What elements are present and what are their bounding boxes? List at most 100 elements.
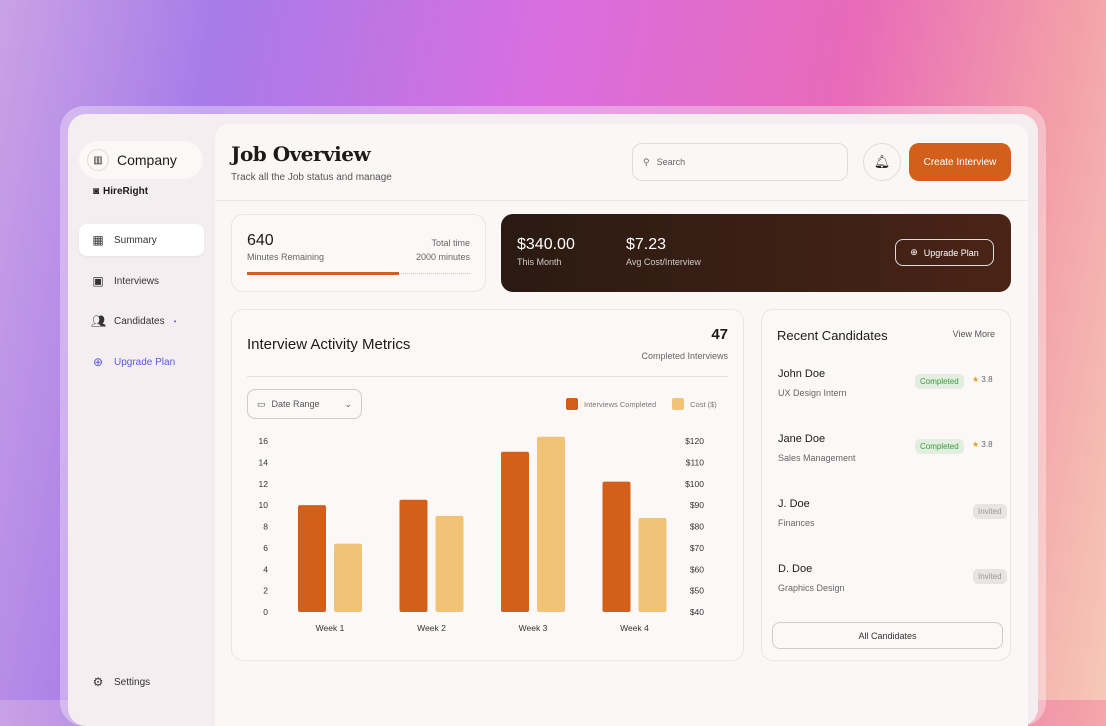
avg-label: Avg Cost/Interview xyxy=(626,257,701,267)
star-icon: ★ xyxy=(972,440,980,449)
candidate-name: J. Doe xyxy=(778,498,810,510)
brand: ◙ HireRight xyxy=(93,186,148,197)
date-range-select[interactable]: ▭ Date Range ⌄ xyxy=(247,389,362,419)
arrow-up-circle-icon: ⊕ xyxy=(910,247,918,257)
sidebar-item-summary[interactable]: ▦ Summary xyxy=(79,224,204,256)
candidates-card: Recent Candidates View More John Doe UX D… xyxy=(761,309,1011,661)
upgrade-plan-button[interactable]: ⊕ Upgrade Plan xyxy=(895,239,994,266)
bar-cost xyxy=(537,436,565,612)
search-placeholder: Search xyxy=(656,157,686,167)
candidate-row[interactable]: John Doe UX Design Intern xyxy=(778,368,998,398)
metrics-card: Interview Activity Metrics 47 Completed … xyxy=(231,309,744,661)
bar-interviews xyxy=(399,499,428,612)
completed-count: 47 xyxy=(711,326,728,343)
sidebar-item-candidates[interactable]: 👥︎ Candidates • xyxy=(79,305,204,337)
bar-cost xyxy=(435,515,464,612)
status-badge: Completed xyxy=(915,439,964,454)
brand-name: HireRight xyxy=(103,186,149,197)
candidate-row[interactable]: Jane Doe Sales Management xyxy=(778,433,998,463)
sidebar-item-upgrade[interactable]: ⊕ Upgrade Plan xyxy=(79,346,204,378)
sidebar-item-label: Interviews xyxy=(114,275,160,287)
x-tick-label: Week 2 xyxy=(417,623,446,633)
legend-swatch-cost xyxy=(672,398,685,410)
rating-value: 3.8 xyxy=(981,440,993,449)
bar-interviews xyxy=(501,451,529,612)
rating-value: 3.8 xyxy=(981,375,993,384)
status-badge: Completed xyxy=(915,374,964,389)
right-tick-label: $40 xyxy=(690,607,704,617)
app-window: ▥ Company ◙ HireRight ▦ Summary ▣ Interviews… xyxy=(60,106,1046,726)
bar-cost xyxy=(638,517,667,612)
candidate-row[interactable]: D. Doe Graphics Design xyxy=(778,563,998,593)
rating: ★ 3.8 xyxy=(972,375,993,384)
all-candidates-button[interactable]: All Candidates xyxy=(772,622,1003,649)
left-tick-label: 10 xyxy=(259,500,269,510)
sidebar-item-interviews[interactable]: ▣ Interviews xyxy=(79,265,204,297)
candidate-row[interactable]: J. Doe Finances xyxy=(778,498,998,528)
arrow-up-circle-icon: ⊕ xyxy=(92,355,104,369)
gear-icon: ⚙ xyxy=(92,675,104,689)
bar-interviews xyxy=(298,505,326,612)
x-tick-label: Week 3 xyxy=(519,623,548,633)
date-range-label: Date Range xyxy=(271,399,320,409)
minutes-value: 640 xyxy=(247,232,274,249)
bell-icon: 🔔︎ xyxy=(873,154,891,169)
status-badge: Invited xyxy=(973,504,1007,519)
users-icon: 👥︎ xyxy=(91,314,107,328)
grid-icon: ▦ xyxy=(92,233,104,247)
brand-logo-icon: ◙ xyxy=(93,186,100,197)
star-icon: ★ xyxy=(972,375,980,384)
right-tick-label: $70 xyxy=(690,543,704,553)
search-input[interactable]: ⚲ Search xyxy=(632,143,848,181)
left-tick-label: 8 xyxy=(263,522,268,532)
company-switcher[interactable]: ▥ Company xyxy=(79,141,203,179)
minutes-label: Minutes Remaining xyxy=(247,252,325,262)
legend-swatch-interviews xyxy=(566,398,578,410)
metrics-title: Interview Activity Metrics xyxy=(247,336,411,353)
company-logo-icon: ▥ xyxy=(87,149,109,171)
right-tick-label: $110 xyxy=(686,457,705,467)
avg-value: $7.23 xyxy=(626,236,667,253)
create-interview-button[interactable]: Create Interview xyxy=(909,143,1011,181)
company-name: Company xyxy=(117,152,177,168)
upgrade-label: Upgrade Plan xyxy=(923,247,979,258)
left-tick-label: 16 xyxy=(259,436,269,446)
search-icon: ⚲ xyxy=(643,156,650,167)
x-tick-label: Week 4 xyxy=(620,623,649,633)
right-tick-label: $120 xyxy=(685,436,704,446)
right-tick-label: $50 xyxy=(690,586,704,596)
right-tick-label: $100 xyxy=(685,479,704,489)
candidate-role: Finances xyxy=(778,518,815,528)
sidebar: ▥ Company ◙ HireRight ▦ Summary ▣ Interviews… xyxy=(68,114,215,726)
bar-chart: 0 2 4 6 8 10 12 14 16 $40 $50 $60 $70 $80 $90 $100 $110 $… xyxy=(259,436,705,633)
sidebar-item-label: Candidates xyxy=(114,315,165,327)
page-subtitle: Track all the Job status and manage xyxy=(231,172,392,183)
sidebar-item-label: Settings xyxy=(114,676,151,688)
right-tick-label: $90 xyxy=(690,500,704,510)
month-label: This Month xyxy=(517,257,562,267)
left-tick-label: 0 xyxy=(263,607,268,617)
rating: ★ 3.8 xyxy=(972,440,993,449)
right-tick-label: $60 xyxy=(690,564,704,574)
sidebar-item-label: Upgrade Plan xyxy=(114,356,176,368)
sidebar-item-settings[interactable]: ⚙ Settings xyxy=(79,666,204,698)
candidate-role: Sales Management xyxy=(778,453,856,463)
bar-cost xyxy=(334,543,362,612)
billing-card: $340.00 This Month $7.23 Avg Cost/Interv… xyxy=(501,214,1011,292)
divider xyxy=(215,200,1028,201)
legend-label: Cost ($) xyxy=(690,399,717,409)
view-more-link[interactable]: View More xyxy=(952,329,995,339)
left-tick-label: 6 xyxy=(263,543,268,553)
minutes-progress xyxy=(247,272,470,275)
month-value: $340.00 xyxy=(517,236,575,253)
notifications-button[interactable]: 🔔︎ xyxy=(863,143,901,181)
legend-label: Interviews Completed xyxy=(584,399,657,409)
bar-interviews xyxy=(602,481,631,612)
divider xyxy=(247,376,728,377)
candidate-role: UX Design Intern xyxy=(778,388,847,398)
candidate-name: D. Doe xyxy=(778,563,813,575)
candidates-title: Recent Candidates xyxy=(777,328,888,343)
candidate-name: John Doe xyxy=(778,368,826,380)
status-badge: Invited xyxy=(973,569,1007,584)
page-title: Job Overview xyxy=(231,142,371,166)
